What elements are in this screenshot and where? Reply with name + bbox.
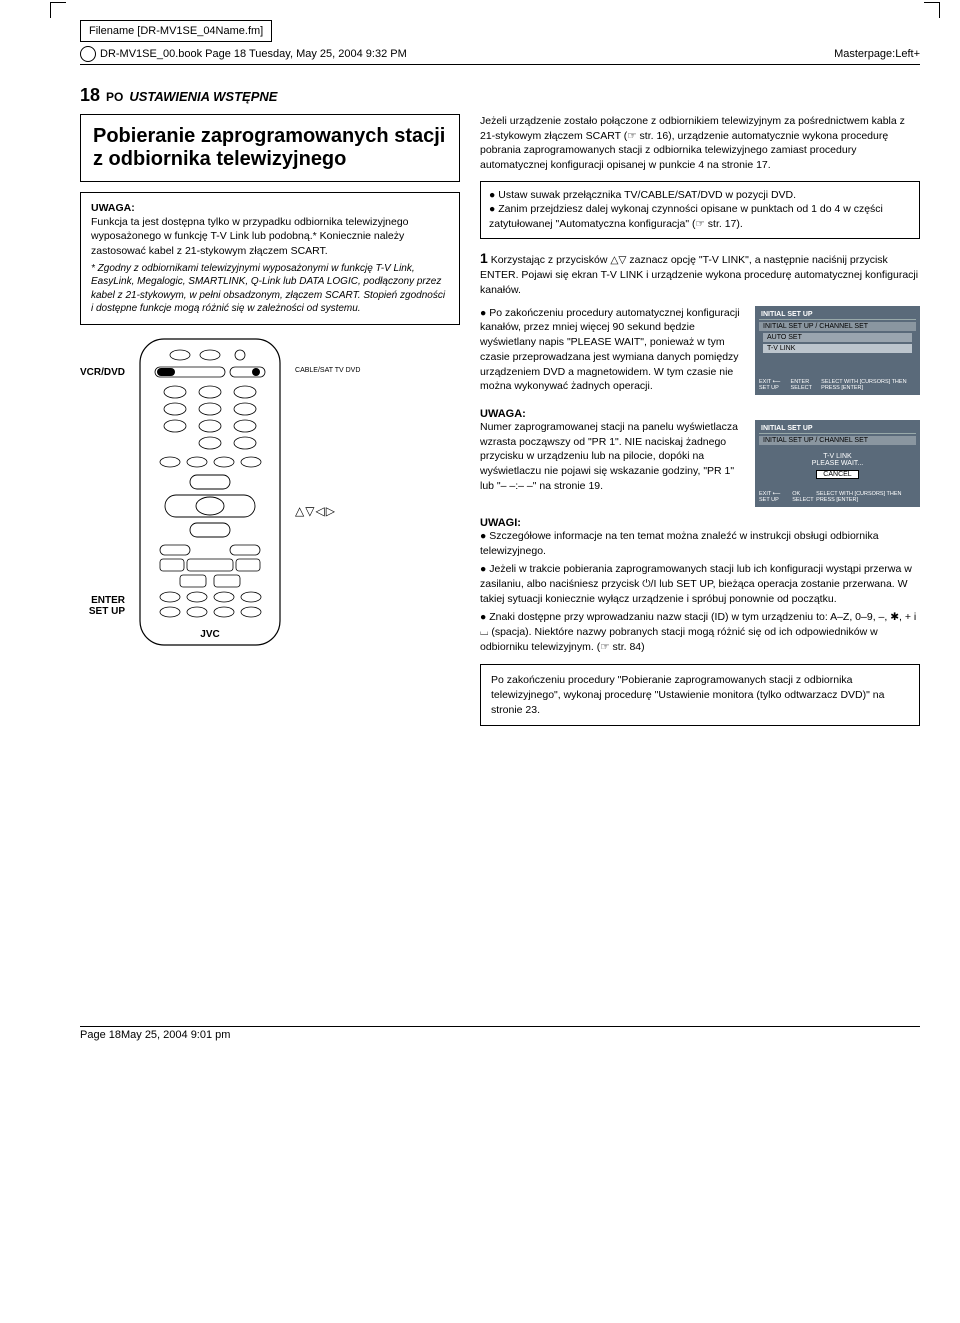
page-lang: PO xyxy=(106,90,123,104)
screen2-sub: INITIAL SET UP / CHANNEL SET xyxy=(759,436,916,445)
page-footer: Page 18May 25, 2004 9:01 pm xyxy=(80,1026,920,1041)
filename-box: Filename [DR-MV1SE_04Name.fm] xyxy=(80,20,272,42)
screen1-title: INITIAL SET UP xyxy=(759,310,916,320)
screen-2: INITIAL SET UP INITIAL SET UP / CHANNEL … xyxy=(755,420,920,507)
screen2-title: INITIAL SET UP xyxy=(759,424,916,434)
header-line: DR-MV1SE_00.book Page 18 Tuesday, May 25… xyxy=(80,46,920,65)
uwagi-item: Jeżeli w trakcie pobierania zaprogramowa… xyxy=(480,562,920,606)
remote-arrows-label: △▽◁▷ xyxy=(295,504,360,518)
inset2-text: Numer zaprogramowanej stacji na panelu w… xyxy=(480,420,745,493)
title-box: Pobieranie zaprogramowanych stacji z odb… xyxy=(80,114,460,182)
masterpage: Masterpage:Left+ xyxy=(834,48,920,60)
screen2-footer-left: EXIT ⟵ SET UP xyxy=(759,491,792,503)
page-number: 18 xyxy=(80,85,100,106)
remote-control-image: JVC xyxy=(135,337,285,647)
section-label: USTAWIENIA WSTĘPNE xyxy=(129,89,277,104)
proc-item: Ustaw suwak przełącznika TV/CABLE/SAT/DV… xyxy=(489,188,911,203)
final-box: Po zakończeniu procedury "Pobieranie zap… xyxy=(480,664,920,726)
uwagi-item: Znaki dostępne przy wprowadzaniu nazw st… xyxy=(480,610,920,654)
procedure-box: Ustaw suwak przełącznika TV/CABLE/SAT/DV… xyxy=(480,181,920,239)
screen1-footer-right: SELECT WITH [CURSORS] THEN PRESS [ENTER] xyxy=(821,379,916,391)
note-foot: * Zgodny z odbiornikami telewizyjnymi wy… xyxy=(91,262,449,316)
intro-paragraph: Jeżeli urządzenie zostało połączone z od… xyxy=(480,114,920,173)
screen1-footer-left: EXIT ⟵ SET UP xyxy=(759,379,791,391)
remote-label-enter: ENTER xyxy=(80,595,125,606)
screen2-footer-right: SELECT WITH [CURSORS] THEN PRESS [ENTER] xyxy=(816,491,916,503)
step-1-text: Korzystając z przycisków △▽ zaznacz opcj… xyxy=(480,254,918,296)
inset1-text: Po zakończeniu procedury automatycznej k… xyxy=(480,306,745,394)
remote-area: VCR/DVD ENTER SET UP xyxy=(80,337,460,647)
screen2-tvlink: T-V LINK xyxy=(759,453,916,460)
note-body: Funkcja ta jest dostępna tylko w przypad… xyxy=(91,215,449,258)
screen2-pleasewait: PLEASE WAIT... xyxy=(759,460,916,467)
page-header: 18 PO USTAWIENIA WSTĘPNE xyxy=(80,85,920,106)
screen2-cancel: CANCEL xyxy=(816,470,858,479)
screen2-footer-mid: OK SELECT xyxy=(792,491,816,503)
remote-label-setup: SET UP xyxy=(80,606,125,617)
screen1-item-tvlink: T-V LINK xyxy=(763,344,912,353)
uwaga-head: UWAGA: xyxy=(480,408,920,420)
step-1: 1 Korzystając z przycisków △▽ zaznacz op… xyxy=(480,249,920,298)
screen1-footer-mid: ENTER SELECT xyxy=(791,379,822,391)
uwagi-item: Szczegółowe informacje na ten temat możn… xyxy=(480,529,920,558)
screen1-sub: INITIAL SET UP / CHANNEL SET xyxy=(759,322,916,331)
uwagi-head: UWAGI: xyxy=(480,517,920,529)
svg-text:JVC: JVC xyxy=(200,629,219,640)
book-info: DR-MV1SE_00.book Page 18 Tuesday, May 25… xyxy=(80,46,407,62)
note-head: UWAGA: xyxy=(91,201,449,215)
proc-item: Zanim przejdziesz dalej wykonaj czynnośc… xyxy=(489,202,911,231)
screen-1: INITIAL SET UP INITIAL SET UP / CHANNEL … xyxy=(755,306,920,395)
page-title: Pobieranie zaprogramowanych stacji z odb… xyxy=(93,125,447,171)
note-box: UWAGA: Funkcja ta jest dostępna tylko w … xyxy=(80,192,460,325)
remote-label-vcrdvd: VCR/DVD xyxy=(80,367,125,378)
screen1-item-autoset: AUTO SET xyxy=(763,333,912,342)
step-number: 1 xyxy=(480,250,488,266)
remote-top-switch-label: CABLE/SAT TV DVD xyxy=(295,367,360,374)
